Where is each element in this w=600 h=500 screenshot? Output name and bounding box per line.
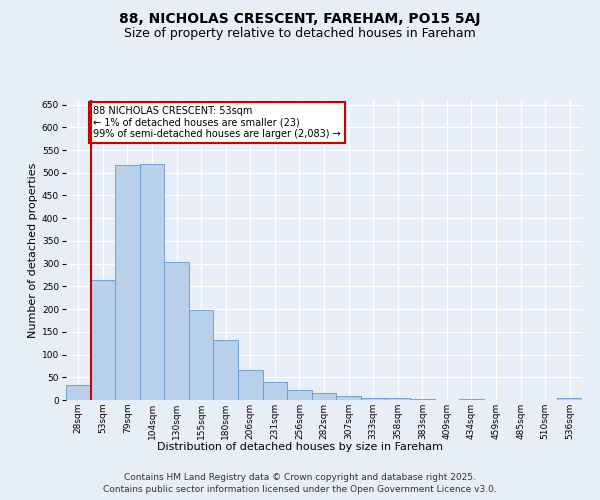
Bar xyxy=(287,390,312,400)
Bar xyxy=(312,393,336,400)
Bar xyxy=(336,396,361,400)
Text: Contains public sector information licensed under the Open Government Licence v3: Contains public sector information licen… xyxy=(103,485,497,494)
Bar xyxy=(214,340,238,400)
Bar xyxy=(557,398,582,400)
Text: Size of property relative to detached houses in Fareham: Size of property relative to detached ho… xyxy=(124,28,476,40)
Bar xyxy=(459,398,484,400)
Bar xyxy=(115,165,140,400)
Bar xyxy=(410,398,434,400)
Bar xyxy=(263,382,287,400)
Bar xyxy=(189,310,214,400)
Bar xyxy=(66,386,91,400)
Bar xyxy=(361,398,385,400)
Text: Distribution of detached houses by size in Fareham: Distribution of detached houses by size … xyxy=(157,442,443,452)
Bar xyxy=(238,370,263,400)
Bar xyxy=(91,280,115,400)
Bar xyxy=(385,398,410,400)
Text: Contains HM Land Registry data © Crown copyright and database right 2025.: Contains HM Land Registry data © Crown c… xyxy=(124,472,476,482)
Bar xyxy=(140,164,164,400)
Y-axis label: Number of detached properties: Number of detached properties xyxy=(28,162,38,338)
Text: 88, NICHOLAS CRESCENT, FAREHAM, PO15 5AJ: 88, NICHOLAS CRESCENT, FAREHAM, PO15 5AJ xyxy=(119,12,481,26)
Text: 88 NICHOLAS CRESCENT: 53sqm
← 1% of detached houses are smaller (23)
99% of semi: 88 NICHOLAS CRESCENT: 53sqm ← 1% of deta… xyxy=(93,106,341,139)
Bar xyxy=(164,262,189,400)
